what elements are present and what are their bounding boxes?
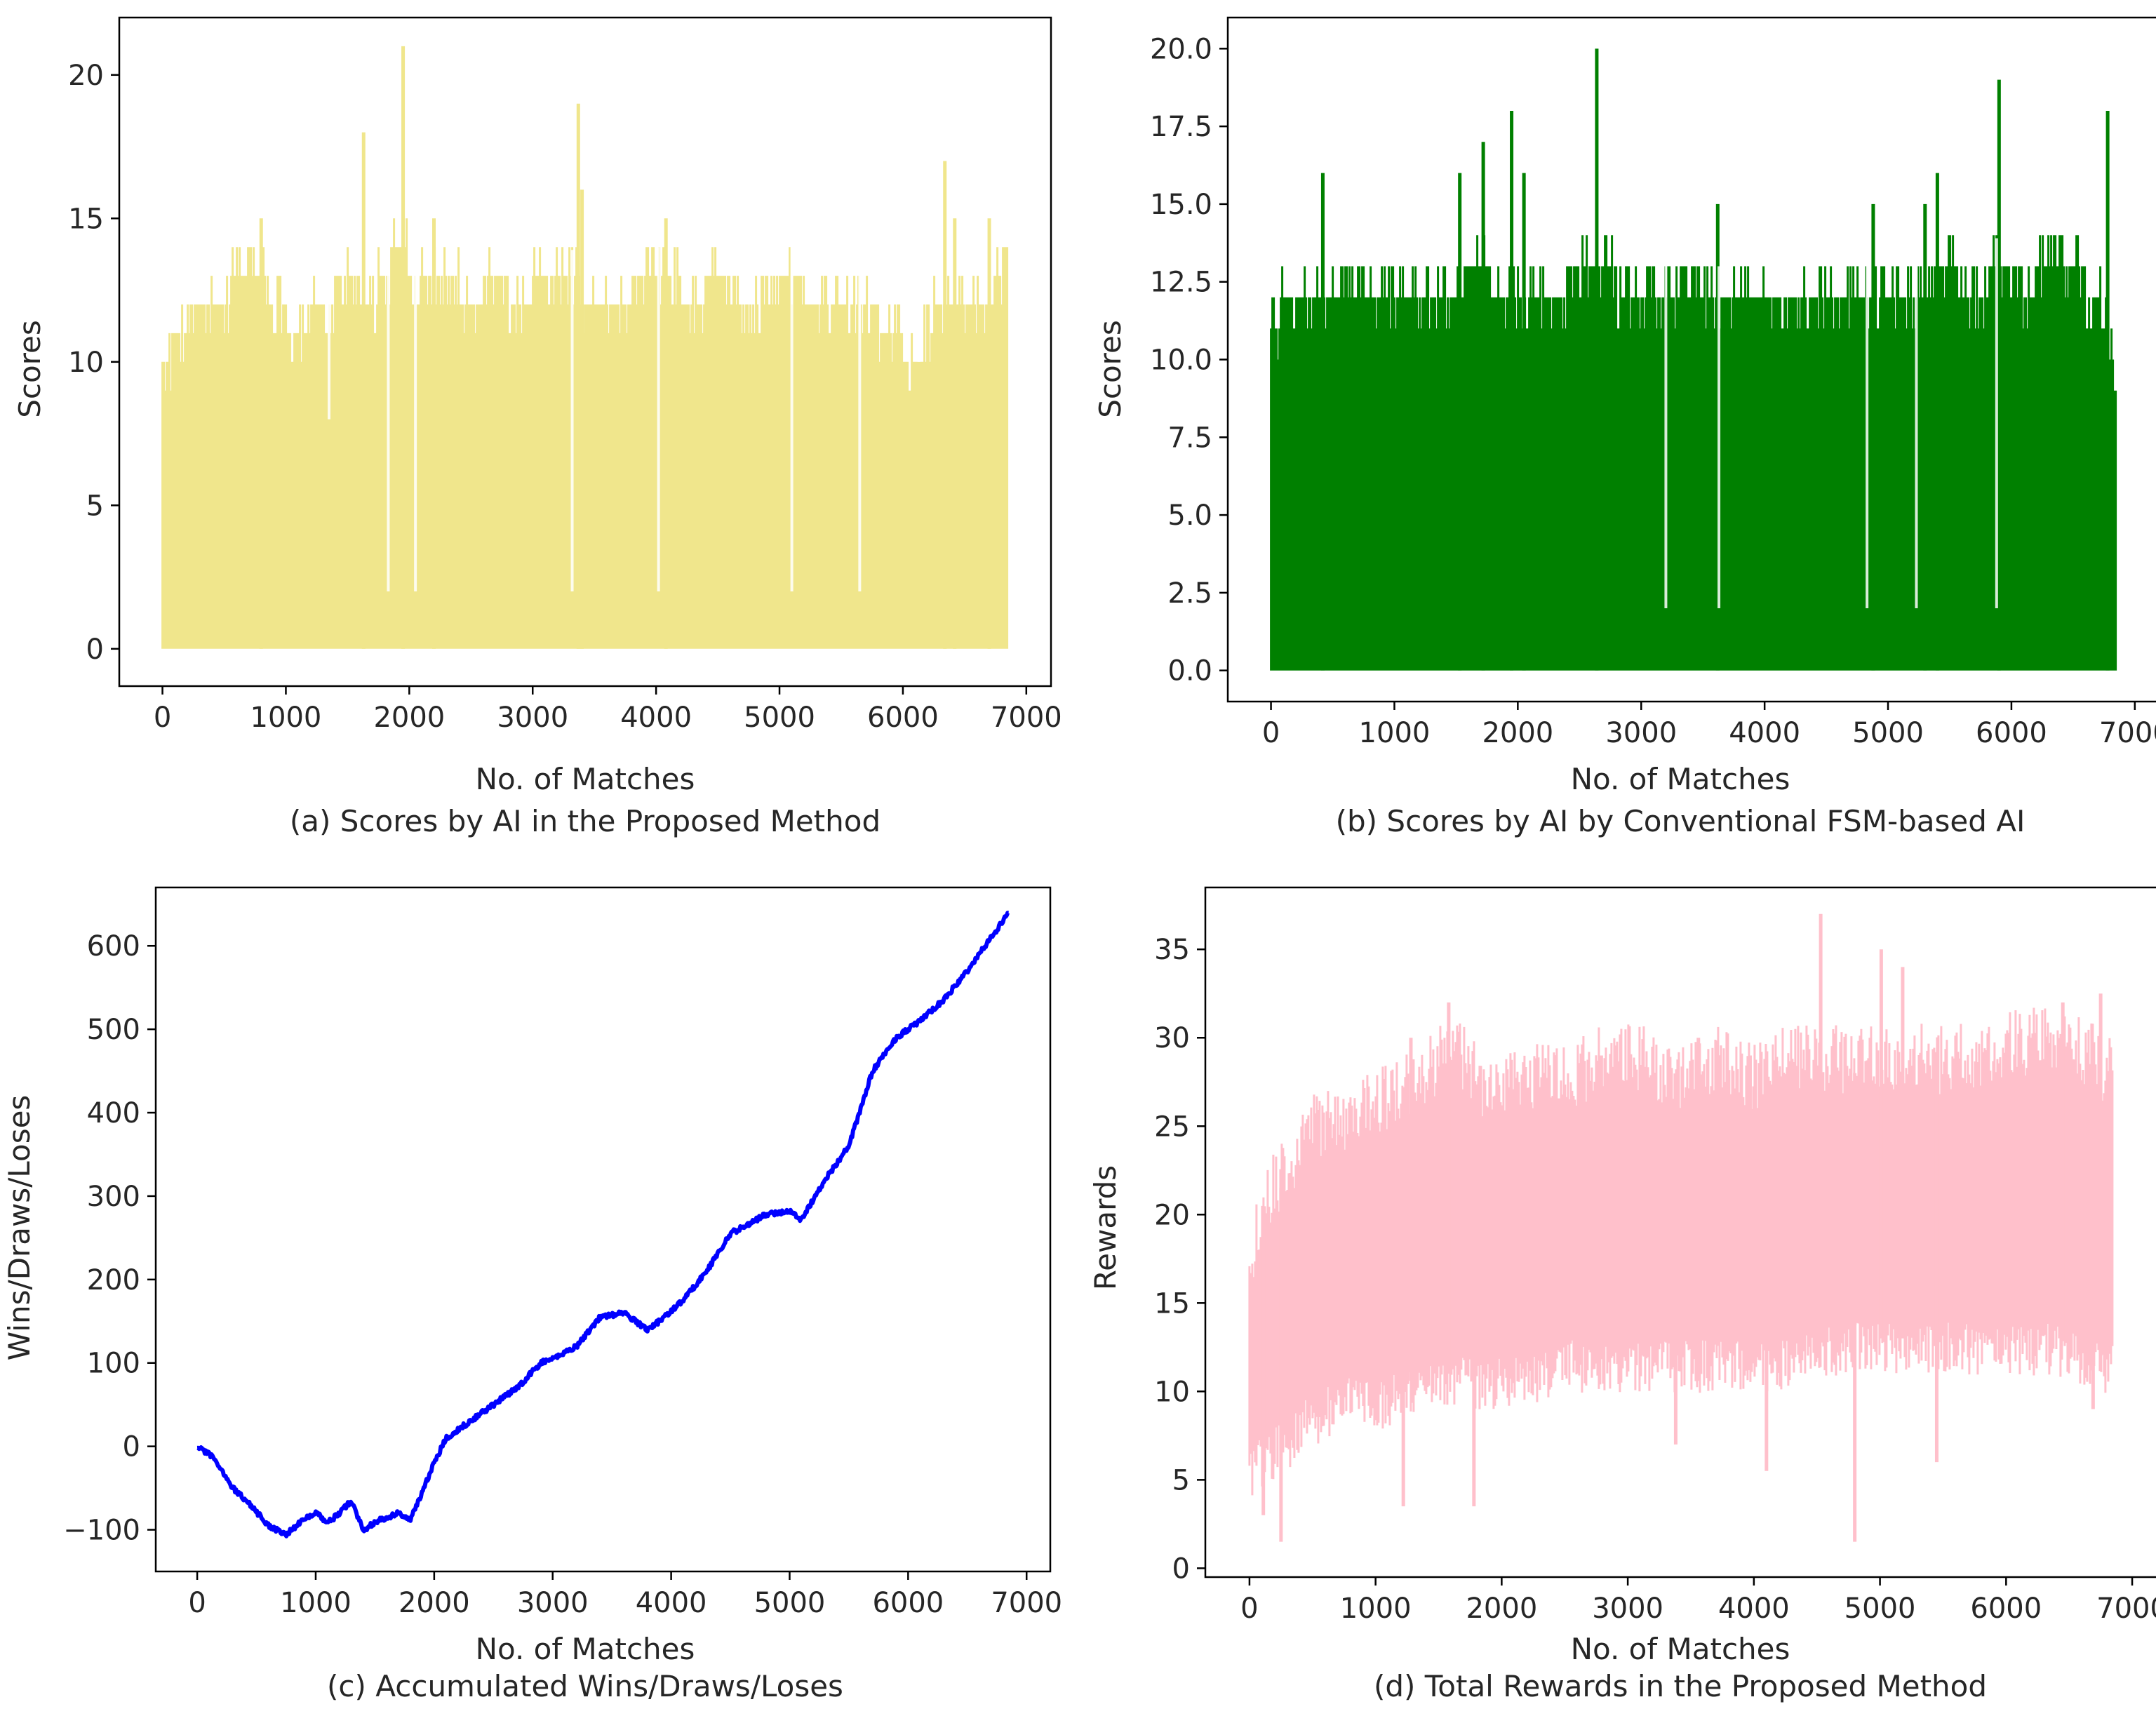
panel-c-x-tick-label: 6000 <box>872 1587 944 1619</box>
panel-b-y-tick-label: 2.5 <box>1167 577 1212 610</box>
panel-a-frame <box>118 16 1052 688</box>
panel-b-x-tick-label: 6000 <box>1976 717 2047 749</box>
panel-b-x-tick-label: 1000 <box>1359 717 1431 749</box>
panel-d-frame <box>1204 886 2156 1578</box>
panel-d-y-tick-label: 25 <box>1154 1111 1190 1143</box>
panel-b-x-label: No. of Matches <box>1571 762 1790 796</box>
panel-b-y-ticks: 0.0 2.5 5.0 7.5 10.0 12.5 15.0 17.5 20.0 <box>1150 33 1228 688</box>
panel-b-y-tick-label: 5.0 <box>1167 500 1212 532</box>
panel-d-x-ticks: 0 1000 2000 3000 4000 5000 6000 7000 <box>1240 1577 2156 1625</box>
panel-b-x-tick-label: 0 <box>1262 717 1280 749</box>
panel-a: 0 1000 2000 3000 4000 5000 6000 7000 0 5 10 15 20 N… <box>13 16 1062 838</box>
panel-c-y-tick-label: 500 <box>87 1014 140 1046</box>
panel-c-y-tick-label: 200 <box>87 1264 140 1296</box>
panel-b-y-tick-label: 0.0 <box>1167 655 1212 688</box>
panel-d-x-tick-label: 2000 <box>1466 1593 1537 1625</box>
panel-a-series-band <box>161 218 1009 649</box>
panel-d-y-tick-label: 30 <box>1154 1022 1190 1054</box>
panel-c-plot-area <box>196 911 1010 1539</box>
panel-b-y-tick-label: 10.0 <box>1150 344 1212 377</box>
panel-c-y-tick-label: 400 <box>87 1097 140 1130</box>
panel-d-y-tick-label: 0 <box>1172 1553 1190 1585</box>
panel-d-x-tick-label: 3000 <box>1592 1593 1663 1625</box>
panel-a-y-label: Scores <box>13 320 47 418</box>
panel-d-x-label: No. of Matches <box>1571 1632 1790 1666</box>
panel-a-x-tick-label: 0 <box>154 702 171 734</box>
panel-c-y-tick-label: −100 <box>63 1515 140 1547</box>
panel-b-x-tick-label: 3000 <box>1605 717 1677 749</box>
panel-c-x-tick-label: 4000 <box>636 1587 707 1619</box>
panel-a-y-ticks: 0 5 10 15 20 <box>68 60 119 666</box>
panel-a-y-tick-label: 0 <box>86 634 104 666</box>
panel-d-y-tick-label: 35 <box>1154 934 1190 966</box>
panel-c-caption: (c) Accumulated Wins/Draws/Loses <box>327 1669 843 1703</box>
panel-b-y-tick-label: 17.5 <box>1150 111 1212 143</box>
panel-a-y-tick-label: 10 <box>68 347 104 379</box>
panel-c-x-tick-label: 0 <box>188 1587 206 1619</box>
panel-c-x-ticks: 0 1000 2000 3000 4000 5000 6000 7000 <box>188 1571 1062 1619</box>
panel-c-y-tick-label: 600 <box>87 930 140 963</box>
panel-b-x-tick-label: 7000 <box>2099 717 2156 749</box>
panel-d-y-tick-label: 15 <box>1154 1287 1190 1320</box>
panel-b-y-tick-label: 15.0 <box>1150 189 1212 221</box>
panel-a-y-tick-label: 20 <box>68 60 104 92</box>
panel-d-x-tick-label: 4000 <box>1718 1593 1790 1625</box>
panel-c-y-tick-label: 300 <box>87 1181 140 1213</box>
panel-d-x-tick-label: 0 <box>1240 1593 1258 1625</box>
panel-a-x-tick-label: 7000 <box>991 702 1062 734</box>
panel-d-y-tick-label: 5 <box>1172 1464 1190 1496</box>
panel-d: 0 1000 2000 3000 4000 5000 6000 7000 0 5 10 15 20 25… <box>1088 886 2156 1703</box>
panel-c-x-tick-label: 2000 <box>399 1587 470 1619</box>
panel-d-y-tick-label: 10 <box>1154 1376 1190 1408</box>
panel-a-x-tick-label: 1000 <box>250 702 322 734</box>
panel-d-x-tick-label: 7000 <box>2096 1593 2156 1625</box>
panel-a-x-tick-label: 4000 <box>620 702 692 734</box>
panel-b-y-tick-label: 12.5 <box>1150 267 1212 299</box>
panel-b-caption: (b) Scores by AI by Conventional FSM-bas… <box>1336 804 2026 838</box>
panel-a-x-ticks: 0 1000 2000 3000 4000 5000 6000 7000 <box>154 686 1062 734</box>
panel-b-plot-area <box>1270 48 2117 671</box>
panel-b-y-tick-label: 7.5 <box>1167 422 1212 454</box>
panel-c-y-label: Wins/Draws/Loses <box>2 1095 36 1361</box>
panel-d-plot-area <box>1248 913 2114 1542</box>
panel-b-x-tick-label: 2000 <box>1482 717 1553 749</box>
panel-a-x-label: No. of Matches <box>476 762 695 796</box>
panel-b-y-tick-label: 20.0 <box>1150 33 1212 65</box>
panel-d-y-ticks: 0 5 10 15 20 25 30 35 <box>1154 934 1205 1585</box>
panel-c-x-tick-label: 7000 <box>991 1587 1062 1619</box>
panel-b: 0 1000 2000 3000 4000 5000 6000 7000 0.0 2.5 5.0 7… <box>1093 16 2156 838</box>
panel-c-y-tick-label: 100 <box>87 1348 140 1380</box>
panel-a-y-tick-label: 5 <box>86 490 104 522</box>
panel-c-y-tick-label: 0 <box>123 1431 140 1463</box>
panel-c-frame <box>154 886 1052 1573</box>
panel-c-series-line <box>196 911 1010 1539</box>
panel-d-y-tick-label: 20 <box>1154 1199 1190 1231</box>
panel-a-plot-area <box>161 46 1009 649</box>
panel-a-caption: (a) Scores by AI in the Proposed Method <box>290 804 881 838</box>
panel-b-x-tick-label: 4000 <box>1729 717 1800 749</box>
panel-b-x-tick-label: 5000 <box>1852 717 1924 749</box>
panel-b-series-band <box>1270 235 2117 671</box>
panel-c-x-tick-label: 3000 <box>517 1587 589 1619</box>
panel-c-x-tick-label: 5000 <box>754 1587 826 1619</box>
panel-c-x-tick-label: 1000 <box>280 1587 351 1619</box>
panel-c: 0 1000 2000 3000 4000 5000 6000 7000 −100 0 100 20… <box>2 886 1062 1703</box>
panel-b-x-ticks: 0 1000 2000 3000 4000 5000 6000 7000 <box>1262 702 2156 749</box>
panel-c-y-ticks: −100 0 100 200 300 400 500 600 <box>63 930 156 1547</box>
panel-d-x-tick-label: 1000 <box>1340 1593 1412 1625</box>
panel-a-y-tick-label: 15 <box>68 203 104 235</box>
panel-a-x-tick-label: 3000 <box>497 702 568 734</box>
panel-d-y-label: Rewards <box>1088 1165 1123 1290</box>
panel-d-x-tick-label: 5000 <box>1844 1593 1916 1625</box>
panel-d-series-band <box>1248 1007 2114 1496</box>
panel-c-x-label: No. of Matches <box>476 1632 695 1666</box>
panel-d-caption: (d) Total Rewards in the Proposed Method <box>1374 1669 1987 1703</box>
panel-b-y-label: Scores <box>1093 320 1127 418</box>
panel-a-x-tick-label: 5000 <box>744 702 815 734</box>
panel-d-x-tick-label: 6000 <box>1970 1593 2042 1625</box>
panel-a-x-tick-label: 6000 <box>867 702 939 734</box>
panel-a-x-tick-label: 2000 <box>373 702 445 734</box>
